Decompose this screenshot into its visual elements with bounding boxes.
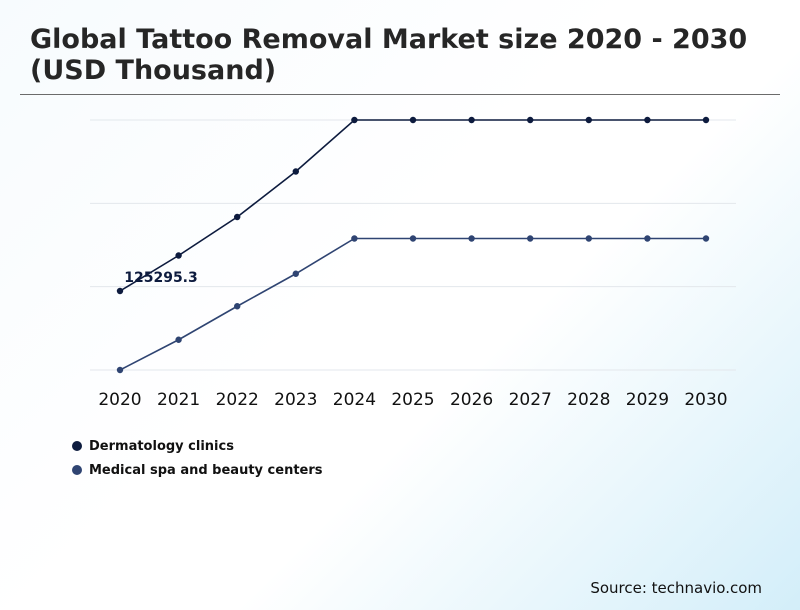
annotations: 125295.3 xyxy=(124,270,198,286)
data-point xyxy=(116,366,124,374)
x-tick-label: 2024 xyxy=(333,390,376,410)
data-label: 125295.3 xyxy=(124,270,198,286)
x-axis-ticks: 2020 2021 2022 2023 2024 2025 2026 2027 2028 2029… xyxy=(98,390,727,410)
legend-marker xyxy=(72,465,82,475)
chart-title: Global Tattoo Removal Market size 2020 -… xyxy=(30,24,748,86)
data-point xyxy=(292,168,299,175)
x-tick-label: 2022 xyxy=(216,390,259,410)
data-point xyxy=(468,116,475,124)
x-tick-label: 2020 xyxy=(98,390,141,410)
source-credit: Source: technavio.com xyxy=(590,579,762,597)
data-point xyxy=(585,116,592,124)
data-point xyxy=(234,213,241,221)
title-divider xyxy=(20,94,780,95)
data-point xyxy=(351,116,358,124)
data-point xyxy=(585,235,592,242)
data-point xyxy=(702,116,710,124)
data-point xyxy=(175,252,182,259)
data-point xyxy=(409,116,417,124)
legend: Dermatology clinics Medical spa and beaut… xyxy=(72,434,323,482)
data-point xyxy=(292,270,299,277)
legend-marker xyxy=(72,441,82,451)
legend-label: Medical spa and beauty centers xyxy=(89,462,323,478)
x-tick-label: 2026 xyxy=(450,390,493,410)
data-point xyxy=(175,336,182,343)
x-tick-label: 2028 xyxy=(567,390,610,410)
data-point xyxy=(644,116,651,124)
data-point xyxy=(409,235,417,242)
data-point xyxy=(468,235,475,242)
series-line-0 xyxy=(119,119,706,292)
x-tick-label: 2025 xyxy=(391,390,434,410)
x-tick-label: 2027 xyxy=(509,390,552,410)
legend-label: Dermatology clinics xyxy=(89,438,234,454)
series-line-1 xyxy=(119,237,706,371)
data-point xyxy=(644,235,651,242)
legend-item: Dermatology clinics xyxy=(72,434,323,458)
data-point xyxy=(116,287,124,295)
data-point xyxy=(234,303,241,310)
series-group xyxy=(116,116,710,374)
legend-item: Medical spa and beauty centers xyxy=(72,458,323,482)
x-tick-label: 2030 xyxy=(684,390,727,410)
x-tick-label: 2023 xyxy=(274,390,317,410)
data-point xyxy=(702,235,710,242)
data-point xyxy=(527,116,534,124)
data-point xyxy=(351,235,358,242)
gridlines xyxy=(90,119,736,371)
x-tick-label: 2029 xyxy=(626,390,669,410)
x-tick-label: 2021 xyxy=(157,390,200,410)
data-point xyxy=(527,235,534,242)
